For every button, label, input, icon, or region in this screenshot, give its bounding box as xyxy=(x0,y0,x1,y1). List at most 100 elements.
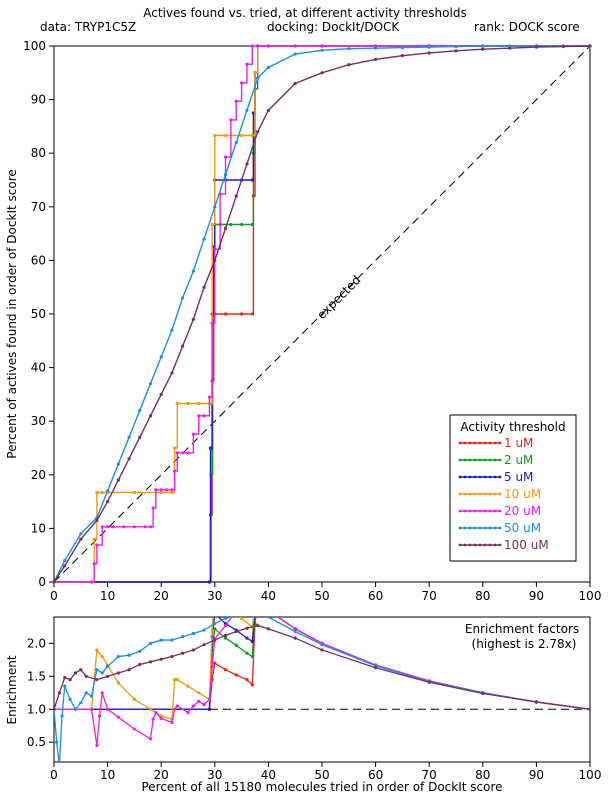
series-20-um-point xyxy=(159,488,163,492)
legend-100-um-swatch-dot xyxy=(498,543,502,547)
legend-2-um-swatch-dot xyxy=(483,458,487,462)
enrichment-series-10-um-point xyxy=(132,697,136,701)
series-20-um-point xyxy=(92,562,96,566)
legend-10-um-swatch-dot xyxy=(463,492,467,496)
series-50-um-point xyxy=(400,46,404,50)
enrichment-series-50-um-point xyxy=(191,631,195,636)
enrichment-x-tick-label: 100 xyxy=(579,768,602,782)
series-20-um-point xyxy=(266,44,270,48)
series-100-um-point xyxy=(374,57,378,62)
series-100-um-point xyxy=(508,46,512,50)
legend-50-um-swatch-dot xyxy=(488,526,492,530)
enrichment-series-20-um-point xyxy=(245,604,248,607)
series-2-um-point xyxy=(250,222,254,227)
enrichment-y-tick-label: 2.0 xyxy=(27,636,46,650)
series-100-um-point xyxy=(191,317,195,321)
series-2-um-point xyxy=(229,222,233,227)
enrichment-series-5-um-point xyxy=(256,599,259,602)
enrichment-series-2-um-point xyxy=(253,612,256,615)
expected-label: expected xyxy=(314,273,363,322)
series-10-um-point xyxy=(95,490,99,495)
series-50-um-point xyxy=(79,532,83,536)
series-10-um-point xyxy=(250,133,254,138)
main-x-tick-label: 60 xyxy=(368,589,383,603)
enrichment-series-50-um-point xyxy=(60,714,64,718)
enrichment-y-tick-label: 1.0 xyxy=(27,702,46,716)
series-20-um-point xyxy=(89,580,94,584)
series-50-um-point xyxy=(427,45,431,49)
main-y-tick-label: 0 xyxy=(38,575,46,589)
series-100-um-point xyxy=(223,226,228,230)
enrichment-series-20-um-point xyxy=(197,699,201,703)
series-50-um-point xyxy=(148,382,153,386)
series-10-um-point xyxy=(173,446,177,450)
series-50-um-point xyxy=(106,489,110,493)
enrichment-series-100-um-point xyxy=(170,654,174,659)
enrichment-series-1-um-point xyxy=(267,609,270,612)
series-20-um-point xyxy=(181,451,185,455)
series-50-um-point xyxy=(138,408,142,413)
main-y-tick-label: 80 xyxy=(31,146,46,160)
enrichment-series-1-um-point xyxy=(245,678,249,682)
legend-50-um-swatch-dot xyxy=(478,526,482,530)
series-10-um-point xyxy=(175,401,179,406)
legend-5-um-swatch-dot xyxy=(463,475,467,479)
enrichment-series-100-um-point xyxy=(293,636,297,640)
legend-50-um-swatch-dot xyxy=(493,526,497,530)
series-10-um-point xyxy=(100,490,104,495)
series-100-um-point xyxy=(52,580,56,584)
expected-diagonal-line xyxy=(53,45,591,583)
enrichment-series-50-um-point xyxy=(63,684,67,688)
legend-10-um-swatch-dot xyxy=(498,492,502,496)
legend-50-um-swatch-dot xyxy=(463,526,467,530)
series-20-um-point xyxy=(234,99,238,103)
legend-1-um-swatch-dot xyxy=(458,441,462,445)
series-20-um-point xyxy=(186,451,190,455)
enrichment-series-10-um-point xyxy=(240,617,244,620)
legend-10-um-swatch-dot xyxy=(493,492,497,496)
enrichment-x-tick-label: 30 xyxy=(207,768,222,782)
enrichment-series-100-um-point xyxy=(181,651,185,655)
docking-label: docking: DockIt/DOCK xyxy=(267,20,400,34)
enrichment-series-5-um-point xyxy=(207,707,212,711)
series-20-um-group xyxy=(52,44,592,584)
series-1-um-point xyxy=(240,312,244,316)
enrichment-series-50-um-point xyxy=(148,641,153,645)
legend-1-um-swatch-dot xyxy=(463,441,467,445)
enrichment-series-20-um-group xyxy=(54,604,590,748)
legend-1-um-swatch-dot xyxy=(488,441,492,445)
legend-100-um-swatch-dot xyxy=(463,543,467,547)
enrichment-series-20-um-point xyxy=(151,717,155,721)
series-20-um-point xyxy=(170,488,174,492)
series-100-um-point xyxy=(320,71,324,75)
series-50-um-point xyxy=(127,435,131,439)
enrichment-series-100-um-point xyxy=(68,678,72,682)
enrichment-series-50-um-point xyxy=(293,629,297,634)
series-20-um-point xyxy=(213,247,217,251)
enrichment-annotation-sub: (highest is 2.78x) xyxy=(472,637,577,651)
enrichment-series-20-um-point xyxy=(191,704,195,708)
main-y-axis-label: Percent of actives found in order of Doc… xyxy=(5,169,19,458)
legend-1-um-swatch-dot xyxy=(498,441,502,445)
enrichment-x-tick-label: 80 xyxy=(475,768,490,782)
series-10-um-point xyxy=(223,133,228,138)
series-20-um-point xyxy=(223,155,228,159)
legend-20-um-swatch-dot xyxy=(488,509,492,513)
enrichment-series-10-um-point xyxy=(173,678,177,682)
series-50-um-point xyxy=(266,65,270,70)
enrichment-series-50-um-point xyxy=(170,638,174,642)
series-100-um-line xyxy=(53,45,591,583)
series-20-um-point xyxy=(210,321,214,325)
main-x-tick-label: 90 xyxy=(529,589,544,603)
series-20-um-point xyxy=(240,81,244,85)
enrichment-series-10-um-point xyxy=(100,654,104,659)
enrichment-series-100-um-point xyxy=(481,691,485,696)
legend-1-um-swatch-dot xyxy=(493,441,497,445)
enrichment-series-100-um-point xyxy=(95,678,99,682)
enrichment-series-100-um-point xyxy=(213,638,217,642)
enrichment-series-50-um-point xyxy=(68,697,72,701)
enrichment-series-5-um-point xyxy=(267,609,270,612)
enrichment-series-100-um-point xyxy=(245,626,249,630)
legend-100-um-swatch-dot xyxy=(458,543,462,547)
legend-100-um-swatch-dot xyxy=(493,543,497,547)
